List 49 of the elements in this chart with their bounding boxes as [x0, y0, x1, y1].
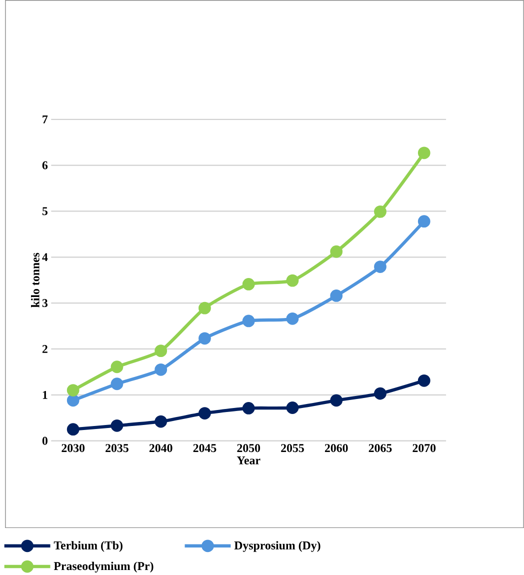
point [242, 402, 255, 414]
point [330, 394, 343, 407]
y-tick-label: 0 [42, 436, 48, 445]
x-axis-title: Year [236, 456, 260, 464]
point [330, 245, 343, 258]
point [154, 415, 168, 428]
point [418, 374, 430, 387]
point [330, 290, 343, 302]
point [66, 384, 80, 397]
point [198, 407, 211, 420]
x-tick-label: 2060 [324, 444, 348, 452]
x-tick-label: 2030 [62, 444, 85, 452]
point [286, 402, 299, 414]
x-tick-label: 2040 [149, 444, 172, 452]
point [286, 312, 299, 325]
point [286, 274, 299, 287]
point [418, 215, 430, 228]
point [242, 314, 255, 328]
x-tick-label: 2050 [237, 444, 260, 452]
x-tick-label: 2065 [368, 444, 392, 452]
point [154, 363, 168, 376]
point [110, 360, 124, 374]
y-tick-label: 2 [42, 345, 48, 353]
point [418, 146, 430, 160]
legend-label: Praseodymium (Pr) [54, 562, 154, 573]
x-tick-label: 2045 [193, 444, 216, 452]
point [110, 378, 124, 390]
x-tick-label: 2035 [106, 444, 128, 452]
point [66, 394, 80, 407]
y-axis-title: kilo tonnes [31, 252, 40, 308]
legend-label: Terbium (Tb) [54, 541, 122, 552]
point [66, 423, 80, 436]
y-tick-label: 6 [42, 161, 48, 170]
y-tick-label: 7 [42, 115, 48, 124]
point [198, 332, 211, 345]
point [374, 260, 386, 273]
y-tick-label: 5 [42, 207, 48, 216]
legend-label: Dysprosium (Dy) [234, 541, 320, 552]
point [198, 302, 211, 314]
point [154, 344, 168, 358]
point [242, 278, 255, 290]
x-tick-label: 2055 [281, 444, 304, 452]
y-tick-label: 4 [42, 253, 48, 262]
y-tick-label: 1 [42, 390, 48, 399]
point [374, 387, 386, 400]
y-tick-label: 3 [42, 299, 48, 308]
point [374, 205, 386, 218]
point [110, 419, 124, 432]
x-tick-label: 2070 [412, 444, 436, 452]
